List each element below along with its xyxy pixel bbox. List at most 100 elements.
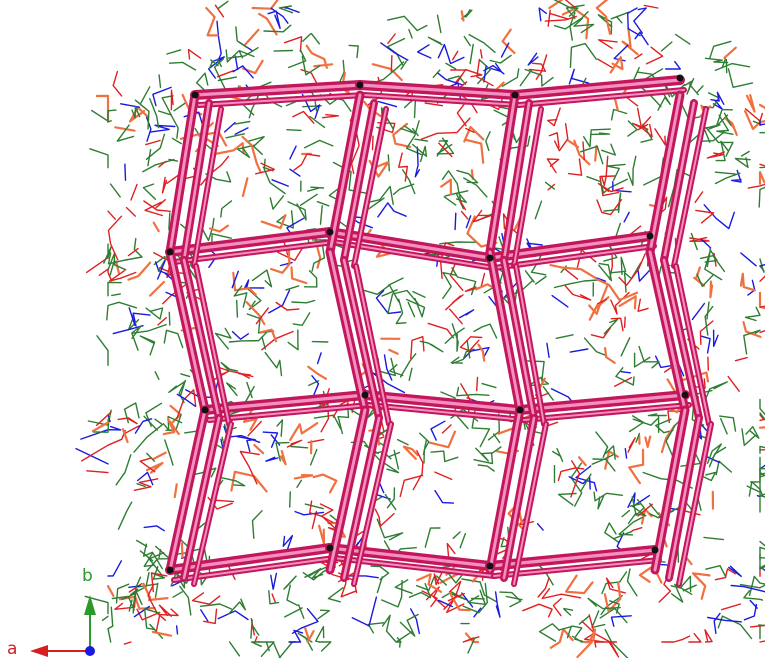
ligand-bond xyxy=(167,50,181,54)
ligand-bond xyxy=(163,178,167,193)
ligand-bond xyxy=(378,102,396,107)
ligand-bond xyxy=(396,299,406,323)
ligand-bond xyxy=(634,8,646,33)
ligand-bond xyxy=(612,616,632,626)
ligand-bond xyxy=(707,152,724,158)
ligand-bond xyxy=(496,592,500,617)
ligand-bond xyxy=(308,188,319,191)
ligand-bond xyxy=(76,449,108,464)
ligand-bond xyxy=(476,448,492,461)
ligand-bond xyxy=(395,580,412,593)
ligand-bond xyxy=(602,156,608,185)
ligand-bond xyxy=(728,377,739,392)
ligand-bond xyxy=(695,192,702,202)
axis-a-arrowhead xyxy=(30,645,48,657)
ligand-bond xyxy=(760,547,765,556)
ligand-bond xyxy=(707,302,709,319)
ligand-bond xyxy=(747,95,755,111)
ligand-bond xyxy=(760,542,765,558)
ligand-bond xyxy=(759,625,765,639)
ligand-bond xyxy=(314,64,332,66)
ligand-bond xyxy=(607,578,626,593)
ligand-bond xyxy=(503,30,515,53)
ligand-bond xyxy=(253,0,278,9)
ligand-bond xyxy=(146,141,160,145)
ligand-bond xyxy=(746,427,759,439)
ligand-bond xyxy=(262,332,293,350)
ligand-bond xyxy=(108,211,115,219)
framework-node xyxy=(167,567,174,574)
ligand-bond xyxy=(317,202,328,206)
ligand-bond xyxy=(177,626,178,634)
ligand-bond xyxy=(542,589,580,599)
ligand-bond xyxy=(225,123,235,132)
ligand-bond xyxy=(578,642,592,657)
ligand-bond xyxy=(318,610,329,619)
ligand-bond xyxy=(314,415,340,429)
ligand-bond xyxy=(144,526,164,531)
ligand-bond xyxy=(219,1,228,8)
ligand-bond xyxy=(708,618,742,622)
ligand-bond xyxy=(547,159,558,173)
framework-node xyxy=(192,92,199,99)
ligand-bond xyxy=(548,108,561,126)
ligand-bond xyxy=(253,511,263,538)
ligand-bond xyxy=(705,307,713,335)
ligand-bond xyxy=(103,616,109,620)
ligand-bond xyxy=(481,50,482,58)
ligand-bond xyxy=(373,64,402,80)
ligand-bond xyxy=(271,573,277,589)
ligand-bond xyxy=(266,457,278,461)
ligand-bond xyxy=(622,511,629,517)
ligand-bond xyxy=(117,584,129,603)
ligand-bond xyxy=(628,438,635,452)
ligand-bond xyxy=(602,144,616,155)
ligand-bond xyxy=(559,494,576,506)
ligand-bond xyxy=(180,586,191,615)
ligand-bond xyxy=(591,133,610,134)
ligand-bond xyxy=(385,464,398,473)
ligand-bond xyxy=(124,239,142,261)
ligand-bond xyxy=(170,62,196,70)
ligand-bond xyxy=(599,264,612,281)
ligand-bond xyxy=(319,526,324,544)
ligand-bond xyxy=(724,48,735,58)
ligand-bond xyxy=(697,86,703,92)
ligand-bond xyxy=(251,620,252,638)
ligand-bond xyxy=(692,304,704,320)
ligand-bond xyxy=(716,141,728,160)
ligand-bond xyxy=(285,608,302,617)
ligand-bond xyxy=(628,156,636,185)
ligand-bond xyxy=(704,125,720,142)
ligand-bond xyxy=(605,348,615,363)
ligand-bond xyxy=(450,309,463,324)
ligand-bond xyxy=(301,194,318,205)
ligand-bond xyxy=(133,313,150,326)
ligand-bond xyxy=(701,336,710,353)
ligand-bond xyxy=(254,445,263,453)
ligand-bond xyxy=(173,592,182,597)
ligand-bond xyxy=(442,425,451,433)
ligand-bond xyxy=(574,141,589,165)
ligand-bond xyxy=(594,492,622,501)
ligand-bond xyxy=(319,642,331,651)
ligand-bond xyxy=(435,472,452,479)
ligand-bond xyxy=(409,368,412,380)
ligand-bond xyxy=(411,337,424,359)
ligand-bond xyxy=(710,282,712,298)
ligand-bond xyxy=(90,149,108,168)
ligand-bond xyxy=(638,270,650,281)
ligand-bond xyxy=(742,152,750,157)
ligand-bond xyxy=(760,330,765,332)
ligand-bond xyxy=(604,320,617,334)
ligand-bond xyxy=(305,140,333,147)
ligand-bond xyxy=(474,324,497,338)
ligand-bond xyxy=(294,154,320,170)
ligand-bond xyxy=(247,288,261,310)
ligand-bond xyxy=(288,202,306,220)
ligand-bond xyxy=(150,99,159,128)
ligand-bond xyxy=(193,593,220,604)
framework-node xyxy=(202,407,209,414)
